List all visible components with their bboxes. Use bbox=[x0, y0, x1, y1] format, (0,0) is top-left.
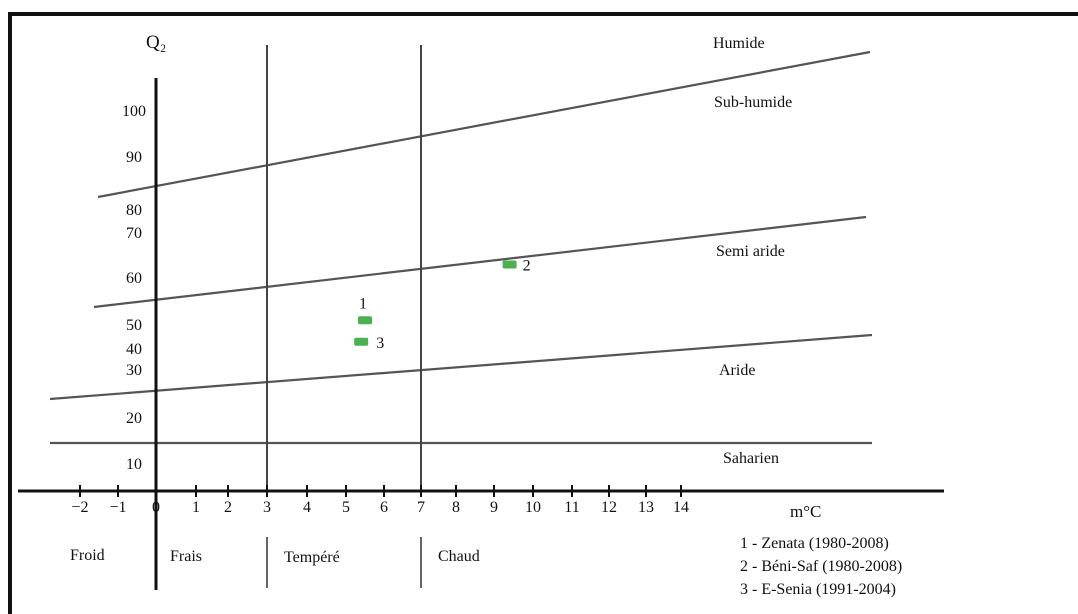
zone-label-semi-aride: Semi aride bbox=[716, 243, 785, 260]
x-tick-label: −2 bbox=[71, 499, 88, 516]
y-axis-label: Q₂ bbox=[146, 32, 166, 53]
x-tick-label: 14 bbox=[673, 499, 689, 516]
x-tick-label: 4 bbox=[303, 499, 311, 516]
x-tick-label: 3 bbox=[263, 499, 271, 516]
x-tick-label: 2 bbox=[224, 499, 232, 516]
y-tick-label: 100 bbox=[122, 103, 146, 120]
zone-label-saharien: Saharien bbox=[723, 450, 779, 467]
station-point-label-1: 1 bbox=[359, 295, 367, 312]
x-axis-label: m°C bbox=[790, 502, 821, 521]
legend-entry-2: 2 - Béni-Saf (1980-2008) bbox=[740, 558, 902, 575]
y-tick-label: 50 bbox=[126, 317, 142, 334]
x-tick-labels: −2 −1 0 1 2 3 4 5 6 7 8 9 10 11 12 13 14 bbox=[71, 499, 689, 516]
y-tick-label: 70 bbox=[126, 225, 142, 242]
thermal-class-frais: Frais bbox=[170, 548, 202, 565]
x-tick-label: 10 bbox=[525, 499, 541, 516]
legend-entry-1: 1 - Zenata (1980-2008) bbox=[740, 535, 889, 552]
x-tick-label: 1 bbox=[192, 499, 200, 516]
zone-boundary-line bbox=[49, 333, 873, 401]
x-tick-label: 11 bbox=[564, 499, 579, 516]
y-tick-label: 40 bbox=[126, 341, 142, 358]
y-tick-label: 90 bbox=[126, 149, 142, 166]
station-points: 1 2 3 bbox=[354, 258, 531, 352]
y-tick-label: 30 bbox=[126, 362, 142, 379]
y-tick-label: 60 bbox=[126, 270, 142, 287]
x-tick-label: 5 bbox=[342, 499, 350, 516]
y-tick-label: 80 bbox=[126, 202, 142, 219]
zone-label-sub-humide: Sub-humide bbox=[714, 94, 792, 111]
x-tick-label: 12 bbox=[601, 499, 617, 516]
y-tick-label: 20 bbox=[126, 410, 142, 427]
zone-label-humide: Humide bbox=[713, 35, 765, 52]
legend: 1 - Zenata (1980-2008) 2 - Béni-Saf (198… bbox=[740, 535, 902, 598]
x-tick-label: 6 bbox=[380, 499, 388, 516]
station-point-label-3: 3 bbox=[376, 335, 384, 352]
x-tick-label: 7 bbox=[417, 499, 425, 516]
zone-boundary-line bbox=[97, 50, 871, 199]
x-tick-marks bbox=[79, 485, 682, 497]
station-point-2 bbox=[502, 260, 517, 269]
y-tick-label: 10 bbox=[126, 456, 142, 473]
thermal-class-tempere: Tempéré bbox=[284, 549, 340, 566]
zone-label-aride: Aride bbox=[719, 362, 755, 379]
y-tick-labels: 100 90 80 70 60 50 40 30 20 10 bbox=[122, 103, 146, 473]
zone-boundary-line bbox=[93, 215, 867, 309]
thermal-class-chaud: Chaud bbox=[438, 548, 480, 565]
station-point-3 bbox=[354, 337, 369, 346]
thermal-class-froid: Froid bbox=[70, 547, 105, 564]
station-point-label-2: 2 bbox=[523, 258, 531, 275]
x-tick-label: 8 bbox=[452, 499, 460, 516]
x-tick-label: −1 bbox=[109, 499, 126, 516]
station-point-1 bbox=[358, 316, 372, 325]
legend-entry-3: 3 - E-Senia (1991-2004) bbox=[740, 581, 896, 598]
x-tick-label: 0 bbox=[152, 499, 160, 516]
zone-boundary-lines bbox=[49, 50, 873, 445]
x-tick-label: 9 bbox=[490, 499, 498, 516]
x-tick-label: 13 bbox=[638, 499, 654, 516]
